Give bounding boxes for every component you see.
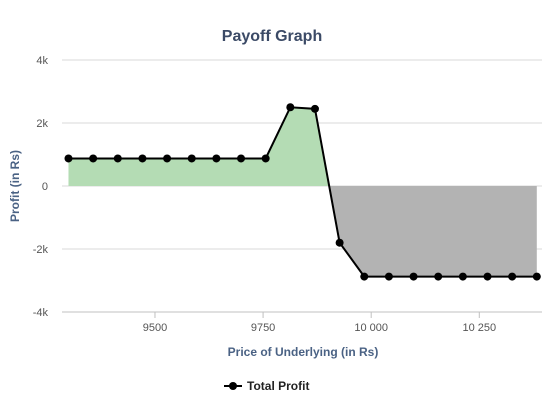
data-point[interactable]	[310, 104, 319, 113]
data-point[interactable]	[483, 272, 492, 281]
series-points[interactable]	[64, 103, 541, 281]
y-tick-label: 0	[42, 181, 48, 193]
x-axis-ticks: 9500 9750 10 000 10 250	[62, 311, 542, 334]
y-tick-label: 2k	[36, 118, 48, 130]
y-tick-label: 4k	[36, 55, 48, 67]
series-line	[68, 106, 537, 278]
data-point[interactable]	[113, 154, 122, 163]
legend-label-total-profit: Total Profit	[247, 379, 309, 393]
x-tick-label: 10 250	[462, 322, 496, 334]
data-point[interactable]	[286, 103, 295, 112]
data-point[interactable]	[138, 154, 147, 163]
y-axis-ticks: -4k -2k 0 2k 4k	[33, 55, 49, 319]
data-point[interactable]	[458, 272, 467, 281]
loss-area	[329, 186, 537, 277]
data-point[interactable]	[261, 154, 270, 163]
data-point[interactable]	[64, 154, 73, 163]
data-point[interactable]	[212, 154, 221, 163]
data-point[interactable]	[335, 238, 344, 247]
y-tick-label: -4k	[33, 307, 49, 319]
data-point[interactable]	[360, 272, 369, 281]
data-point[interactable]	[89, 154, 98, 163]
data-point[interactable]	[163, 154, 172, 163]
y-axis-title: Profit (in Rs)	[8, 150, 22, 222]
total-profit-line	[68, 106, 537, 278]
data-point[interactable]	[237, 154, 246, 163]
x-axis-title: Price of Underlying (in Rs)	[228, 345, 379, 359]
profit-area	[68, 107, 330, 186]
chart-title: Payoff Graph	[222, 28, 322, 45]
legend[interactable]: Total Profit	[224, 379, 309, 393]
x-tick-label: 9750	[251, 322, 275, 334]
data-point[interactable]	[409, 272, 418, 281]
x-tick-label: 10 000	[354, 322, 388, 334]
data-point[interactable]	[187, 154, 196, 163]
data-point[interactable]	[508, 272, 517, 281]
legend-point-marker	[229, 382, 237, 390]
area-fills	[68, 107, 537, 277]
data-point[interactable]	[532, 272, 541, 281]
data-point[interactable]	[384, 272, 393, 281]
y-tick-label: -2k	[33, 244, 49, 256]
data-point[interactable]	[434, 272, 443, 281]
x-tick-label: 9500	[143, 322, 167, 334]
